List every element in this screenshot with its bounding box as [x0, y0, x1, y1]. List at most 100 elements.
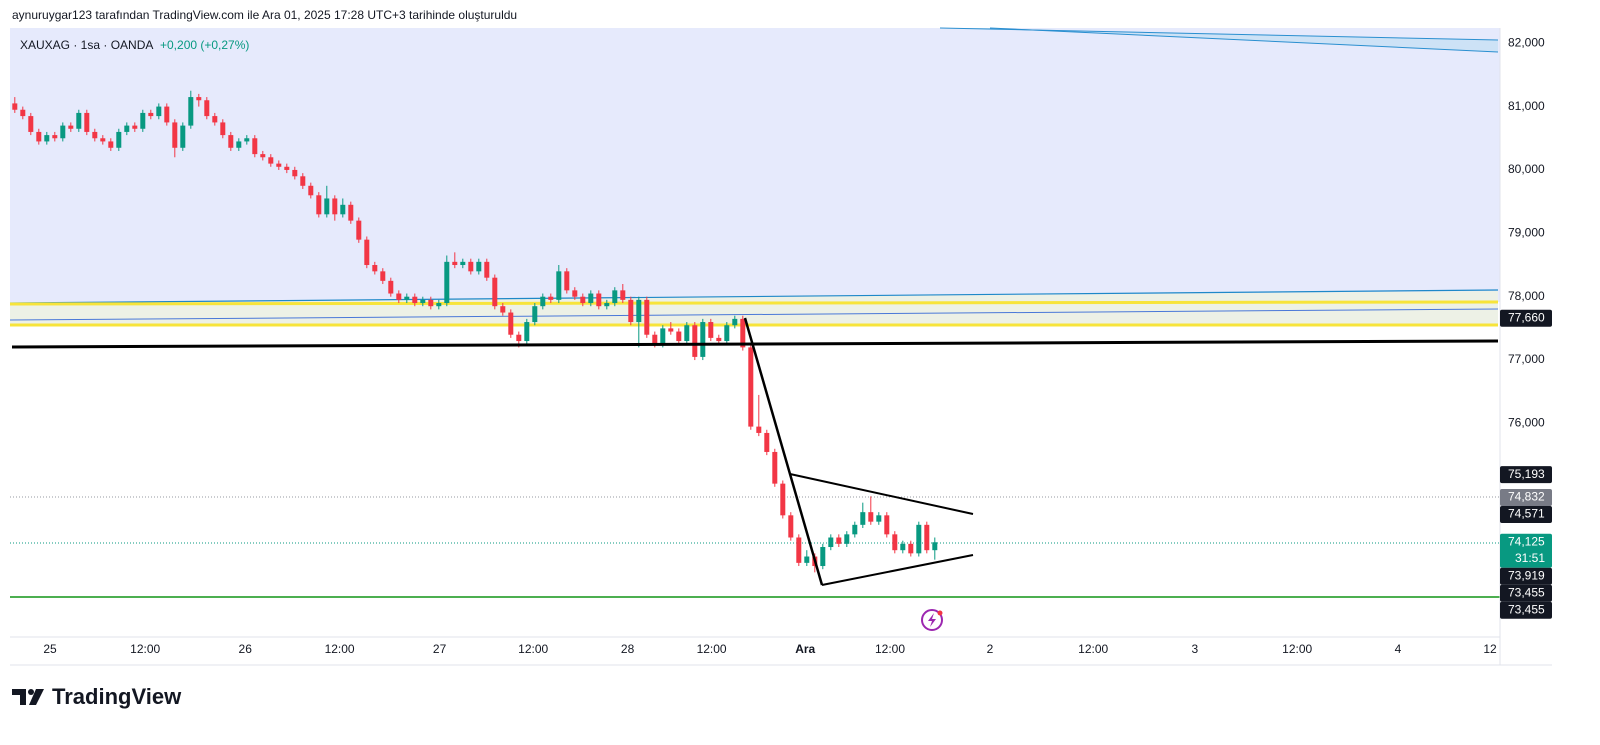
price-label-box — [1500, 466, 1552, 484]
candle-body — [700, 322, 706, 357]
price-label-box — [1500, 505, 1552, 523]
candle-body — [44, 135, 50, 142]
candle-body — [332, 198, 338, 215]
price-label: 75,193 — [1508, 467, 1545, 481]
candle-body — [548, 296, 554, 300]
candle-body — [484, 261, 490, 278]
y-tick-label: 78,000 — [1508, 289, 1545, 303]
y-tick-label: 77,000 — [1508, 352, 1545, 366]
candle-body — [892, 534, 898, 551]
candle-body — [252, 138, 258, 155]
y-tick-label: 80,000 — [1508, 162, 1545, 176]
candle-body — [132, 125, 138, 129]
candle-body — [188, 97, 194, 126]
channel-fill — [10, 28, 1500, 302]
candle-body — [932, 542, 938, 551]
candle-body — [748, 347, 754, 427]
event-icon-bolt — [928, 613, 936, 627]
candle-body — [508, 312, 514, 335]
candle-body — [476, 261, 482, 272]
candle-body — [764, 432, 770, 452]
upper-channel — [940, 28, 1498, 52]
candle-body — [444, 261, 450, 304]
x-tick-label: 12:00 — [518, 642, 548, 656]
candle-body — [12, 103, 18, 110]
candle-body — [772, 451, 778, 484]
candle-body — [172, 122, 178, 148]
candle-body — [308, 185, 314, 196]
triangle-line — [789, 473, 974, 515]
x-tick-label: 25 — [43, 642, 57, 656]
x-tick-label: 12:00 — [325, 642, 355, 656]
candle-body — [692, 325, 698, 357]
candle-body — [500, 306, 506, 313]
x-tick-label: 12 — [1483, 642, 1497, 656]
x-tick-label: 26 — [239, 642, 253, 656]
y-tick-label: 79,000 — [1508, 225, 1545, 239]
event-icon[interactable] — [921, 609, 943, 631]
candle-body — [428, 299, 434, 307]
change: +0,200 (+0,27%) — [160, 38, 249, 52]
x-tick-label: 27 — [433, 642, 447, 656]
x-tick-label: Ara — [795, 642, 815, 656]
candle-body — [36, 131, 42, 142]
candle-body — [116, 131, 122, 148]
upper-channel-line — [989, 27, 1499, 53]
candle-body — [300, 176, 306, 186]
price-label-box — [1500, 309, 1552, 327]
candle-body — [580, 296, 586, 304]
candle-body — [380, 271, 386, 281]
triangle-line — [821, 554, 974, 586]
candle-body — [396, 293, 402, 300]
y-tick-label: 81,000 — [1508, 99, 1545, 113]
candle-body — [572, 290, 578, 297]
candle-body — [468, 261, 474, 272]
candles — [12, 90, 938, 573]
candle-body — [652, 334, 658, 345]
candle-body — [820, 547, 826, 567]
candle-body — [164, 106, 170, 123]
candle-body — [612, 290, 618, 304]
price-label-box — [1500, 567, 1552, 585]
candle-body — [412, 296, 418, 304]
candle-body — [124, 125, 130, 132]
candle-body — [780, 483, 786, 516]
x-tick-label: 12:00 — [1282, 642, 1312, 656]
candle-body — [196, 97, 202, 101]
candle-body — [492, 277, 498, 307]
candle-body — [516, 334, 522, 342]
candle-body — [420, 299, 426, 304]
candle-body — [908, 543, 914, 554]
candle-body — [588, 293, 594, 304]
candle-body — [324, 198, 330, 215]
candle-body — [388, 280, 394, 294]
candle-body — [556, 271, 562, 300]
candle-body — [540, 296, 546, 307]
candle-body — [804, 556, 810, 563]
trend-line — [743, 317, 824, 586]
price-label: 74,125 — [1508, 534, 1545, 548]
candle-body — [76, 112, 82, 129]
candle-body — [356, 220, 362, 240]
x-tick-label: 3 — [1191, 642, 1198, 656]
price-label-box — [1500, 488, 1552, 506]
candle-body — [28, 116, 34, 132]
candle-body — [20, 109, 26, 117]
price-label: 73,919 — [1508, 568, 1545, 582]
x-tick-label: 4 — [1395, 642, 1402, 656]
price-label-box — [1500, 601, 1552, 619]
candle-body — [284, 166, 290, 170]
support-line — [11, 339, 1499, 349]
x-tick-label: 28 — [621, 642, 635, 656]
candle-body — [796, 537, 802, 563]
candle-body — [900, 543, 906, 551]
candle-body — [740, 318, 746, 348]
candle-body — [756, 426, 762, 433]
price-label: 74,571 — [1508, 507, 1545, 521]
candle-body — [676, 331, 682, 342]
countdown: 31:51 — [1515, 551, 1545, 565]
candle-body — [236, 141, 242, 148]
caption: aynuruygar123 tarafından TradingView.com… — [12, 8, 517, 22]
candle-body — [604, 303, 610, 307]
